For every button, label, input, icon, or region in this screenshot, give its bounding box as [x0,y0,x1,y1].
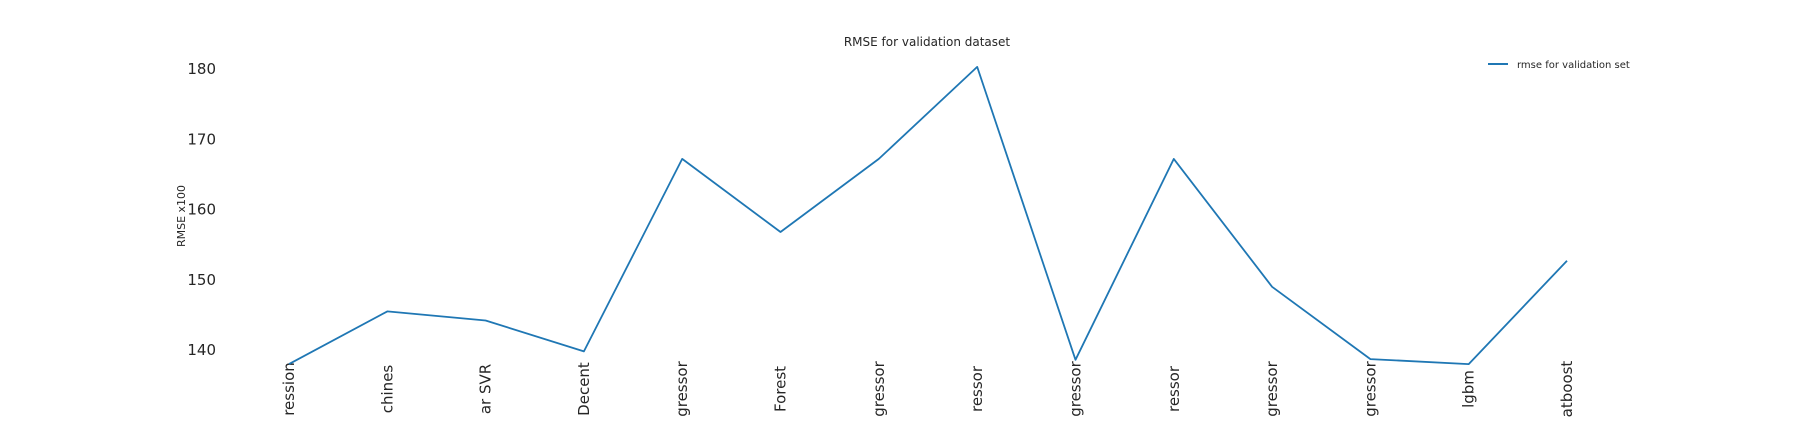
x-tick-label: gressor [1066,360,1084,416]
y-axis-ticks: 140 150 160 170 180 [187,60,216,359]
x-tick-label: ression [280,362,298,416]
series-line-rmse-validation [288,66,1568,366]
y-tick-label: 160 [187,201,216,219]
x-tick-label: gressor [870,360,888,416]
x-tick-label: lgbm [1460,370,1478,408]
y-tick-label: 170 [187,130,216,148]
x-tick-label: Forest [772,366,790,412]
x-tick-label: ar SVR [477,364,495,414]
legend: rmse for validation set [1488,60,1630,71]
y-axis-label: RMSE x100 [175,185,188,247]
x-tick-label: ressor [1165,365,1183,412]
x-tick-label: Decent [575,362,593,416]
x-tick-label: gressor [1361,360,1379,416]
legend-label: rmse for validation set [1517,60,1630,71]
y-tick-label: 180 [187,60,216,78]
x-tick-label: chines [378,365,396,414]
x-tick-label: gressor [1263,360,1281,416]
x-tick-label: ressor [968,365,986,412]
series-layer [288,66,1568,366]
y-tick-label: 140 [187,341,216,359]
chart-title: RMSE for validation dataset [844,35,1011,49]
x-tick-label: gressor [673,360,691,416]
x-axis-ticks: ression chines ar SVR Decent gressor Forest gr… [280,360,1576,417]
y-tick-label: 150 [187,271,216,289]
x-tick-label: atboost [1558,361,1576,418]
